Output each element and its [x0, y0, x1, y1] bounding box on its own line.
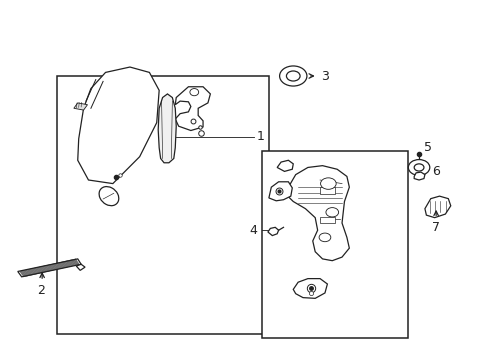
Polygon shape — [293, 279, 327, 298]
Circle shape — [407, 159, 429, 175]
Text: 2: 2 — [37, 284, 44, 297]
Text: 5: 5 — [423, 141, 431, 154]
Circle shape — [279, 66, 306, 86]
Polygon shape — [76, 264, 85, 270]
Polygon shape — [158, 94, 176, 163]
Polygon shape — [267, 227, 278, 235]
Polygon shape — [268, 182, 292, 201]
Polygon shape — [424, 196, 450, 218]
Text: 4: 4 — [249, 224, 257, 237]
Polygon shape — [285, 166, 348, 261]
Text: 1: 1 — [256, 130, 264, 144]
Polygon shape — [277, 160, 293, 171]
Circle shape — [325, 208, 338, 217]
Bar — [320, 217, 334, 223]
Text: 3: 3 — [321, 69, 329, 82]
Circle shape — [286, 71, 300, 81]
Circle shape — [413, 164, 423, 171]
Text: 7: 7 — [431, 221, 439, 234]
Polygon shape — [78, 67, 159, 184]
Polygon shape — [18, 259, 81, 277]
Circle shape — [320, 178, 335, 189]
Circle shape — [319, 233, 330, 242]
Bar — [57, 76, 268, 334]
Polygon shape — [413, 172, 424, 180]
Bar — [261, 151, 407, 338]
Ellipse shape — [99, 186, 119, 206]
Polygon shape — [74, 103, 87, 110]
Bar — [320, 187, 334, 194]
Polygon shape — [175, 87, 210, 131]
Ellipse shape — [189, 89, 198, 96]
Text: 6: 6 — [431, 165, 439, 178]
